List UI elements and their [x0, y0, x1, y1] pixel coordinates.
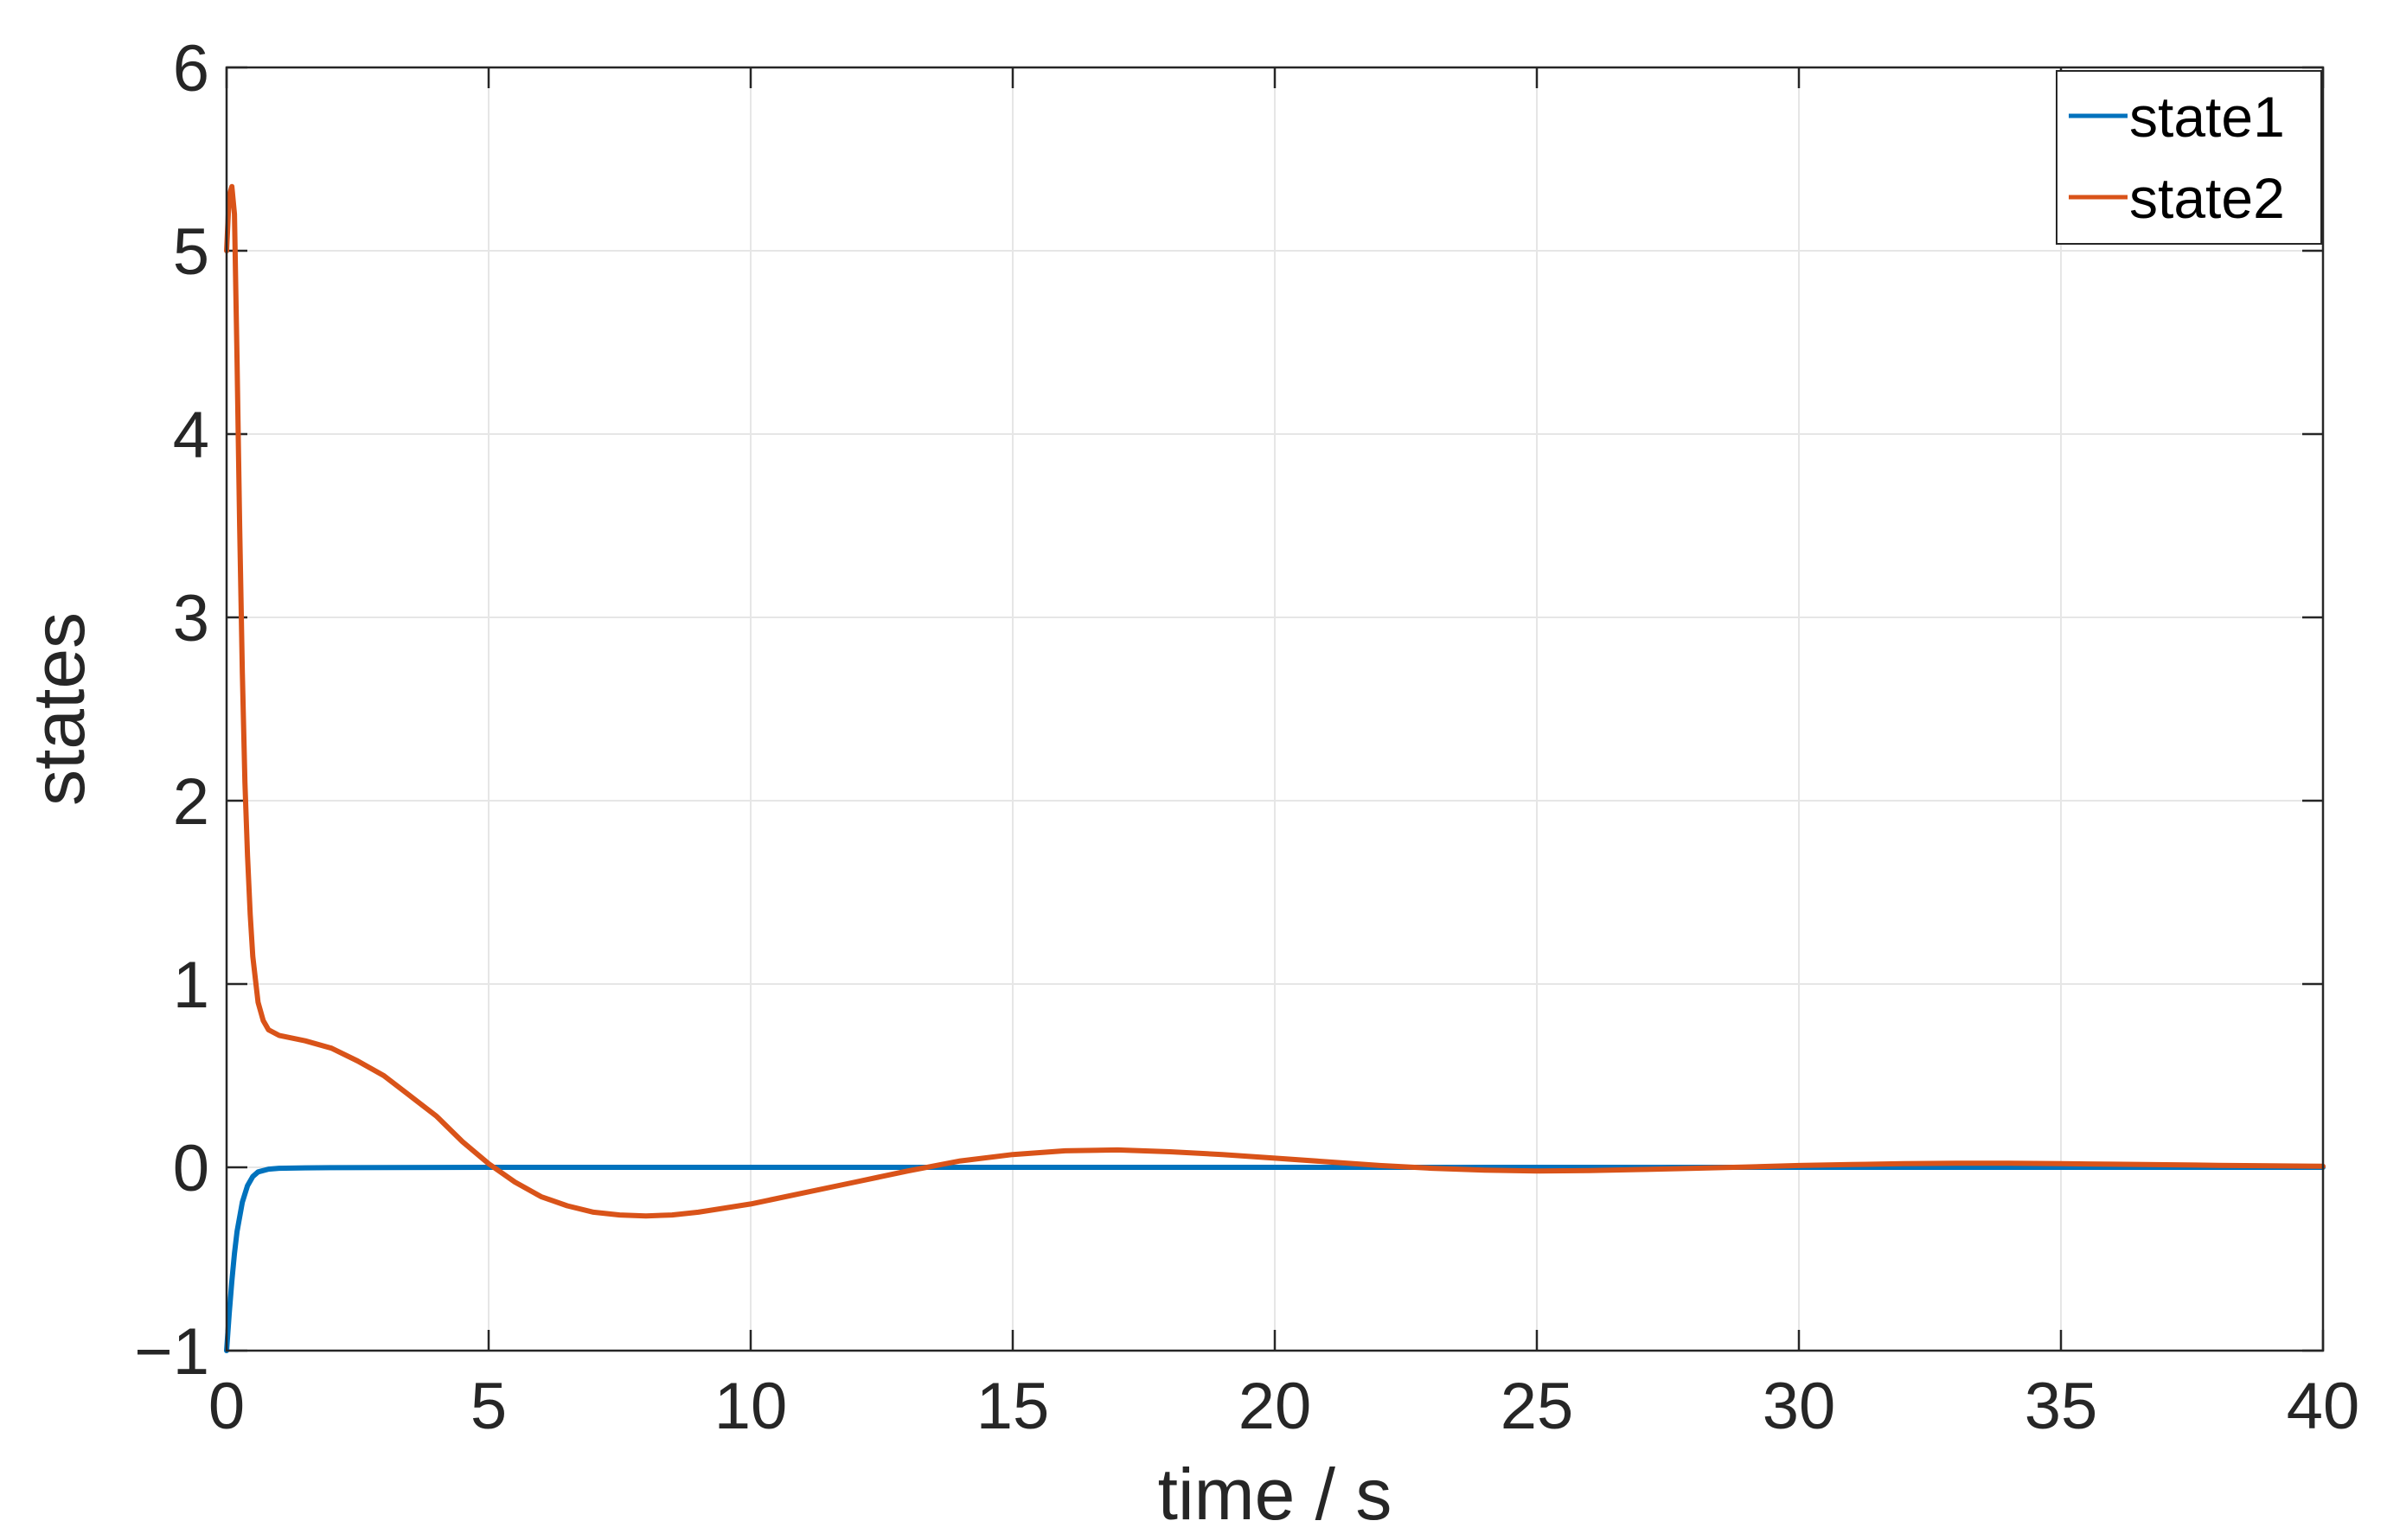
legend-label-state1: state1 [2129, 85, 2285, 149]
x-axis-label: time / s [1158, 1454, 1392, 1535]
y-tick-label: 3 [173, 582, 209, 655]
x-tick-label: 35 [2025, 1370, 2098, 1443]
x-tick-label: 0 [208, 1370, 245, 1443]
y-tick-label: −1 [134, 1315, 209, 1389]
y-tick-label: 6 [173, 32, 209, 105]
y-tick-label: 0 [173, 1132, 209, 1205]
x-tick-label: 15 [976, 1370, 1050, 1443]
y-tick-label: 5 [173, 215, 209, 289]
series-line-state1 [224, 1165, 2326, 1353]
x-tick-labels: 0 5 10 15 20 25 30 35 40 [208, 1370, 2359, 1443]
y-tick-label: 4 [173, 399, 209, 472]
legend-label-state2: state2 [2129, 166, 2285, 230]
axes-box [225, 66, 2325, 1352]
x-tick-label: 30 [1763, 1370, 1836, 1443]
x-tick-label: 10 [714, 1370, 788, 1443]
x-tick-label: 20 [1238, 1370, 1312, 1443]
series-line-state2 [224, 183, 2326, 1219]
series-layer [224, 183, 2326, 1353]
x-tick-label: 25 [1501, 1370, 1574, 1443]
y-tick-labels: −1 0 1 2 3 4 5 6 [134, 32, 209, 1389]
y-tick-label: 2 [173, 765, 209, 839]
x-tick-label: 5 [470, 1370, 507, 1443]
y-axis-label: states [18, 612, 99, 806]
legend-box [2056, 70, 2322, 245]
x-tick-label: 40 [2287, 1370, 2360, 1443]
legend: state1 state2 [2056, 70, 2322, 245]
y-tick-label: 1 [173, 949, 209, 1022]
